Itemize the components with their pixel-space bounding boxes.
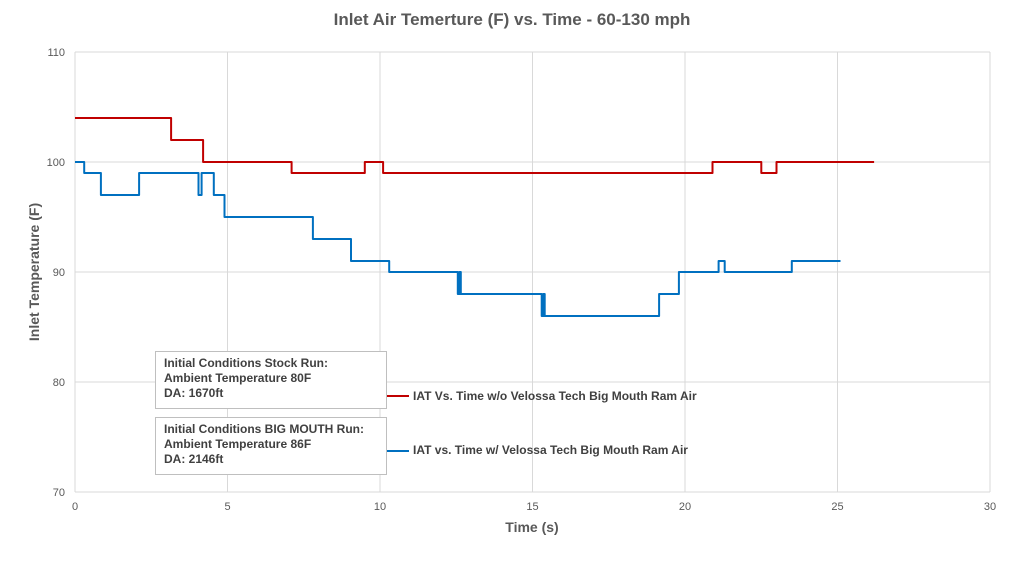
- annotation-line: Ambient Temperature 80F: [164, 371, 312, 385]
- annotation-line: DA: 1670ft: [164, 386, 224, 400]
- legend-entry-stock: IAT Vs. Time w/o Velossa Tech Big Mouth …: [413, 389, 697, 403]
- legend-entry-big-mouth: IAT vs. Time w/ Velossa Tech Big Mouth R…: [413, 443, 688, 457]
- x-tick-labels: 0 5 10 15 20 25 30: [72, 501, 996, 513]
- x-tick-label: 0: [72, 501, 78, 513]
- legend-swatch-big-mouth: [387, 450, 409, 452]
- annotation-box-stock: Initial Conditions Stock Run: Ambient Te…: [155, 351, 387, 409]
- x-tick-label: 5: [224, 501, 230, 513]
- x-axis-label: Time (s): [505, 519, 558, 535]
- annotation-line: DA: 2146ft: [164, 452, 224, 466]
- x-tick-label: 10: [374, 501, 386, 513]
- x-tick-label: 20: [679, 501, 691, 513]
- legend-swatch-stock: [387, 395, 409, 397]
- x-tick-label: 15: [526, 501, 538, 513]
- annotation-line: Initial Conditions Stock Run:: [164, 356, 328, 370]
- y-tick-label: 100: [47, 157, 65, 169]
- y-tick-labels: 70 80 90 100 110: [47, 47, 65, 499]
- y-axis-label: Inlet Temperature (F): [26, 203, 42, 341]
- annotation-line: Initial Conditions BIG MOUTH Run:: [164, 422, 364, 436]
- x-tick-label: 25: [831, 501, 843, 513]
- x-tick-label: 30: [984, 501, 996, 513]
- y-tick-label: 80: [53, 377, 65, 389]
- y-tick-label: 90: [53, 267, 65, 279]
- y-tick-label: 110: [47, 47, 65, 59]
- series-line-big-mouth: [75, 161, 841, 317]
- annotation-line: Ambient Temperature 86F: [164, 437, 312, 451]
- annotation-box-big-mouth: Initial Conditions BIG MOUTH Run: Ambien…: [155, 417, 387, 475]
- series-lines: [75, 117, 875, 317]
- series-line-stock: [75, 117, 875, 174]
- chart-title: Inlet Air Temerture (F) vs. Time - 60-13…: [333, 10, 691, 29]
- y-tick-label: 70: [53, 487, 65, 499]
